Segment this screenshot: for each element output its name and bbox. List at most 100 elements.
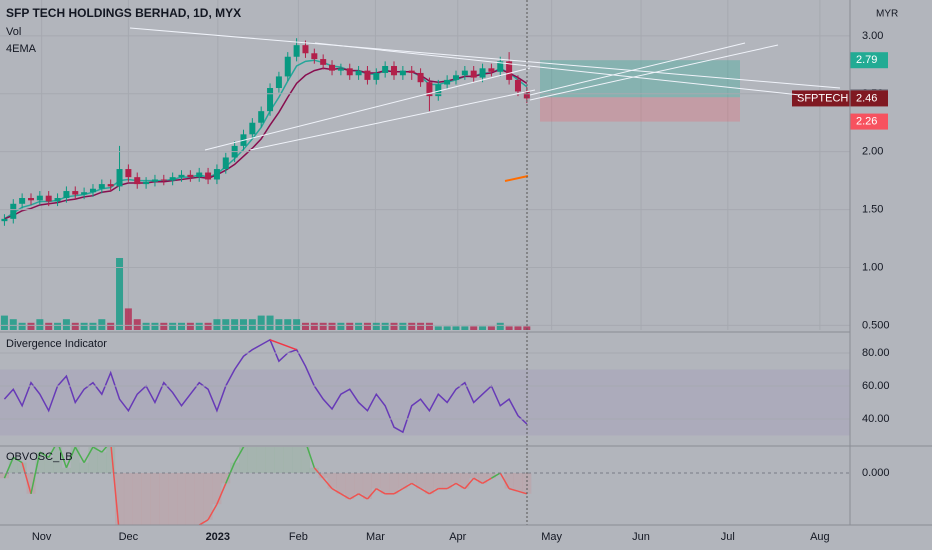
price-label: 2.26 xyxy=(856,115,877,127)
volume-bar xyxy=(487,326,495,330)
osc-fill xyxy=(26,473,36,494)
candle-body xyxy=(187,174,194,178)
volume-bar xyxy=(195,322,203,330)
volume-bar xyxy=(116,258,124,330)
osc-fill xyxy=(230,462,240,473)
y-tick-label: 0.500 xyxy=(862,319,890,331)
candle-body xyxy=(364,70,371,80)
osc-fill xyxy=(168,473,178,525)
osc-fill xyxy=(203,473,213,520)
volume-bar xyxy=(452,326,460,330)
volume-bar xyxy=(160,322,168,330)
stop-zone xyxy=(540,97,740,122)
candle-body xyxy=(89,188,96,193)
price-label: 2.79 xyxy=(856,54,877,66)
y-tick-label: 0.000 xyxy=(862,467,890,479)
y-tick-label: 60.00 xyxy=(862,380,890,392)
candle-body xyxy=(249,122,256,135)
osc-segment xyxy=(517,490,528,495)
osc-fill xyxy=(380,473,390,494)
x-tick-label: Feb xyxy=(289,531,308,543)
ema-line xyxy=(4,67,528,220)
x-tick-label: Aug xyxy=(810,531,830,543)
trendline xyxy=(314,42,801,96)
trendline xyxy=(249,89,536,151)
osc-segment xyxy=(101,447,108,453)
osc-segment xyxy=(198,519,209,525)
osc-segment xyxy=(508,487,519,492)
candle-body xyxy=(452,75,459,80)
y-tick-label: 3.00 xyxy=(862,30,883,42)
osc-segment xyxy=(74,447,85,463)
osc-fill xyxy=(300,447,310,473)
volume-bar xyxy=(178,322,186,330)
indicator-line xyxy=(3,338,528,434)
volume-bar xyxy=(390,322,398,330)
osc-fill xyxy=(442,473,452,489)
candle-body xyxy=(355,70,362,76)
osc-fill xyxy=(141,473,151,525)
candle-body xyxy=(134,177,141,185)
volume-bar xyxy=(470,326,478,330)
indicator-pane xyxy=(0,338,850,436)
candle-body xyxy=(27,198,34,201)
volume-bar xyxy=(346,322,354,330)
osc-fill xyxy=(185,473,195,525)
volume-bar xyxy=(151,322,159,330)
volume-bar xyxy=(496,322,504,330)
osc-segment xyxy=(358,493,368,500)
candle-body xyxy=(435,84,442,97)
legend-ema: 4EMA xyxy=(6,43,37,55)
osc-fill xyxy=(389,473,399,494)
volume-bar xyxy=(381,322,389,330)
candle-body xyxy=(408,70,415,73)
legend-vol: Vol xyxy=(6,26,21,38)
volume-bar xyxy=(98,319,106,330)
trendline xyxy=(129,27,841,89)
osc-segment xyxy=(349,493,359,500)
candle-body xyxy=(1,218,8,222)
price-label-bg xyxy=(850,90,888,107)
osc-fill xyxy=(522,473,532,494)
osc-fill xyxy=(17,462,27,473)
band xyxy=(0,369,850,436)
candle-body xyxy=(196,172,203,178)
x-tick-label: Nov xyxy=(32,531,52,543)
osc-fill xyxy=(247,447,257,473)
osc-segment xyxy=(48,447,56,458)
indicator-pane xyxy=(0,447,532,525)
volume-bar xyxy=(239,319,247,330)
y-tick-label: 1.00 xyxy=(862,261,883,273)
osc-segment xyxy=(473,477,483,485)
volume-bar xyxy=(62,319,70,330)
price-label-bg xyxy=(850,113,888,130)
candle-body xyxy=(470,70,477,78)
currency: MYR xyxy=(876,9,898,20)
volume-bar xyxy=(213,319,221,330)
volume-bar xyxy=(231,319,239,330)
volume-bar xyxy=(363,322,371,330)
osc-fill xyxy=(35,452,45,473)
osc-fill xyxy=(221,473,231,484)
price-label-bg xyxy=(850,52,888,69)
osc-segment xyxy=(83,447,94,463)
osc-segment xyxy=(92,447,103,453)
candle-body xyxy=(417,72,424,83)
osc-segment xyxy=(30,452,41,494)
osc-fill xyxy=(194,473,204,525)
volume-bar xyxy=(0,315,8,330)
osc-segment xyxy=(322,477,333,490)
candle-body xyxy=(479,68,486,78)
osc-fill xyxy=(504,473,514,489)
divergence-line xyxy=(269,339,297,351)
osc-fill xyxy=(362,473,372,499)
volume-bar xyxy=(107,322,115,330)
trendline xyxy=(529,44,779,101)
target-zone xyxy=(540,60,740,98)
volume-bar xyxy=(301,322,309,330)
volume-bar xyxy=(293,319,301,330)
candle-body xyxy=(169,177,176,181)
volume-bar xyxy=(310,322,318,330)
osc-fill xyxy=(486,473,496,479)
